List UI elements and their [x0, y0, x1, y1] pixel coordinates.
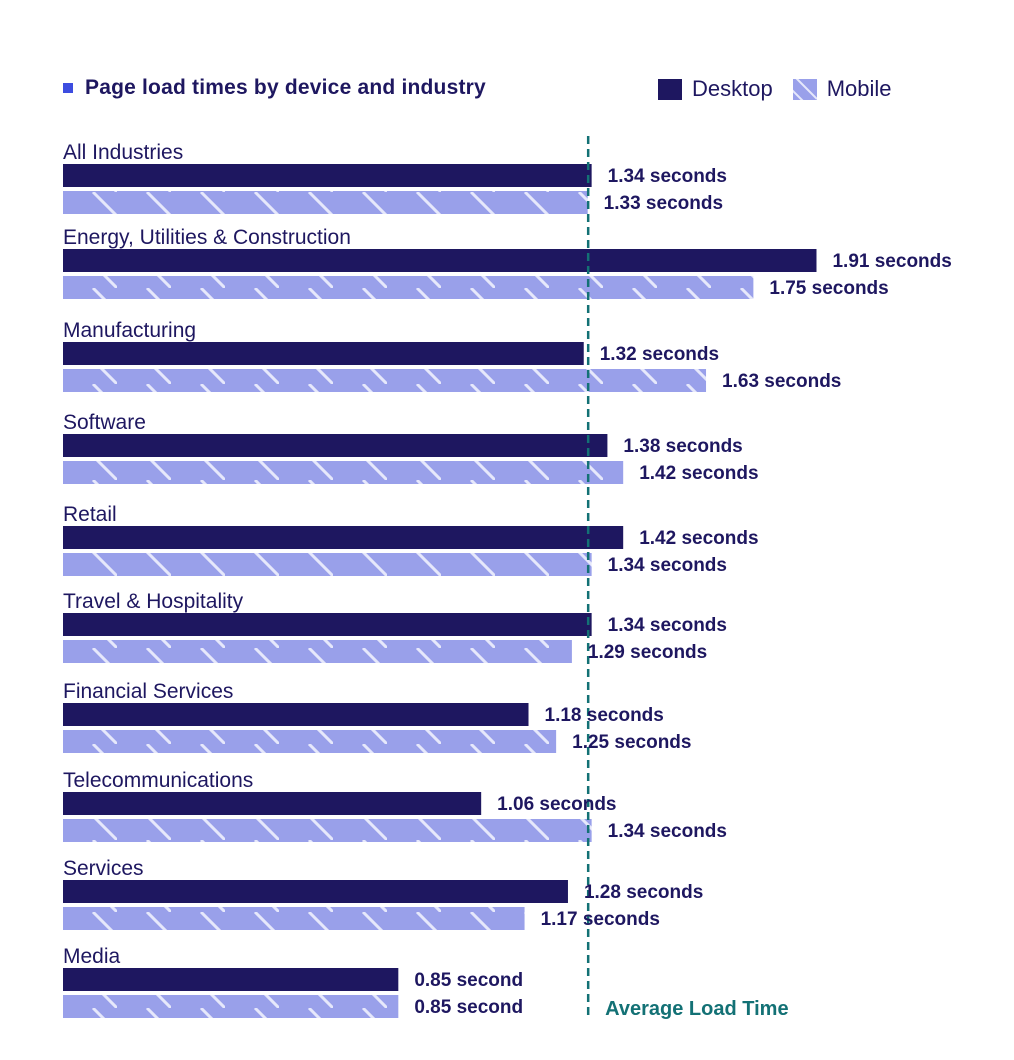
bar-desktop: [63, 613, 592, 636]
title-marker-icon: [63, 83, 73, 93]
data-label-mobile: 1.29 seconds: [588, 642, 707, 663]
data-label-mobile: 1.25 seconds: [572, 732, 691, 753]
bar-mobile: [63, 640, 572, 663]
bar-mobile: [63, 369, 707, 392]
data-label-desktop: 1.34 seconds: [608, 166, 727, 187]
chart-title-group: Page load times by device and industry: [63, 76, 486, 100]
bar-desktop: [63, 434, 608, 457]
data-label-mobile: 0.85 second: [414, 997, 523, 1018]
category-label: Travel & Hospitality: [63, 590, 244, 613]
data-label-mobile: 1.33 seconds: [604, 193, 723, 214]
legend-label-mobile: Mobile: [826, 76, 892, 101]
bar-mobile: [63, 276, 754, 299]
bar-mobile: [63, 553, 592, 576]
bar-mobile: [63, 191, 588, 214]
bar-desktop: [63, 792, 482, 815]
data-label-desktop: 1.32 seconds: [600, 344, 719, 365]
bar-desktop: [63, 880, 568, 903]
data-label-desktop: 1.91 seconds: [832, 251, 951, 272]
legend-label-desktop: Desktop: [692, 76, 773, 101]
bar-mobile: [63, 461, 624, 484]
bar-desktop: [63, 526, 624, 549]
data-label-desktop: 1.06 seconds: [497, 794, 616, 815]
category-label: Telecommunications: [63, 769, 253, 792]
category-label: Energy, Utilities & Construction: [63, 226, 351, 249]
bar-desktop: [63, 703, 529, 726]
bar-mobile: [63, 907, 525, 930]
legend-swatch-mobile: [792, 78, 817, 100]
data-label-desktop: 1.34 seconds: [608, 615, 727, 636]
data-label-desktop: 1.28 seconds: [584, 882, 703, 903]
reference-line-label: Average Load Time: [605, 998, 788, 1020]
bar-desktop: [63, 164, 592, 187]
data-label-desktop: 1.18 seconds: [545, 705, 664, 726]
bar-mobile: [63, 995, 399, 1018]
chart-title: Page load times by device and industry: [85, 76, 486, 99]
category-label: All Industries: [63, 141, 183, 164]
data-label-mobile: 1.42 seconds: [639, 463, 758, 484]
legend: Desktop Mobile: [658, 76, 912, 102]
category-label: Retail: [63, 503, 117, 526]
bar-desktop: [63, 249, 817, 272]
data-label-mobile: 1.34 seconds: [608, 821, 727, 842]
bar-desktop: [63, 968, 399, 991]
bar-desktop: [63, 342, 584, 365]
legend-item-desktop: Desktop: [658, 76, 773, 102]
data-label-mobile: 1.75 seconds: [769, 278, 888, 299]
category-label: Financial Services: [63, 680, 233, 703]
category-label: Manufacturing: [63, 319, 196, 342]
data-label-desktop: 1.38 seconds: [623, 436, 742, 457]
category-label: Services: [63, 857, 144, 880]
data-label-desktop: 1.42 seconds: [639, 528, 758, 549]
legend-swatch-desktop: [658, 78, 682, 100]
data-label-mobile: 1.63 seconds: [722, 371, 841, 392]
data-label-mobile: 1.17 seconds: [541, 909, 660, 930]
data-label-desktop: 0.85 second: [414, 970, 523, 991]
category-label: Media: [63, 945, 121, 968]
category-label: Software: [63, 411, 146, 434]
data-label-mobile: 1.34 seconds: [608, 555, 727, 576]
bar-mobile: [63, 730, 557, 753]
bar-mobile: [63, 819, 592, 842]
legend-item-mobile: Mobile: [792, 76, 892, 102]
